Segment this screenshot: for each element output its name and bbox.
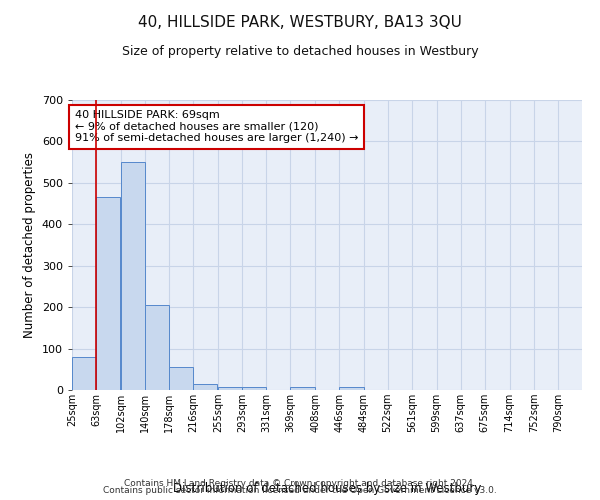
Bar <box>193 384 217 390</box>
Bar <box>121 162 145 390</box>
Bar <box>290 386 314 390</box>
Bar <box>242 386 266 390</box>
X-axis label: Distribution of detached houses by size in Westbury: Distribution of detached houses by size … <box>173 482 481 496</box>
Bar <box>145 305 169 390</box>
Y-axis label: Number of detached properties: Number of detached properties <box>23 152 36 338</box>
Text: Contains public sector information licensed under the Open Government Licence v3: Contains public sector information licen… <box>103 486 497 495</box>
Text: Contains HM Land Registry data © Crown copyright and database right 2024.: Contains HM Land Registry data © Crown c… <box>124 478 476 488</box>
Bar <box>169 367 193 390</box>
Bar <box>72 357 96 390</box>
Text: 40, HILLSIDE PARK, WESTBURY, BA13 3QU: 40, HILLSIDE PARK, WESTBURY, BA13 3QU <box>138 15 462 30</box>
Bar <box>96 198 120 390</box>
Bar <box>218 386 242 390</box>
Text: Size of property relative to detached houses in Westbury: Size of property relative to detached ho… <box>122 45 478 58</box>
Text: 40 HILLSIDE PARK: 69sqm
← 9% of detached houses are smaller (120)
91% of semi-de: 40 HILLSIDE PARK: 69sqm ← 9% of detached… <box>74 110 358 144</box>
Bar <box>340 386 364 390</box>
